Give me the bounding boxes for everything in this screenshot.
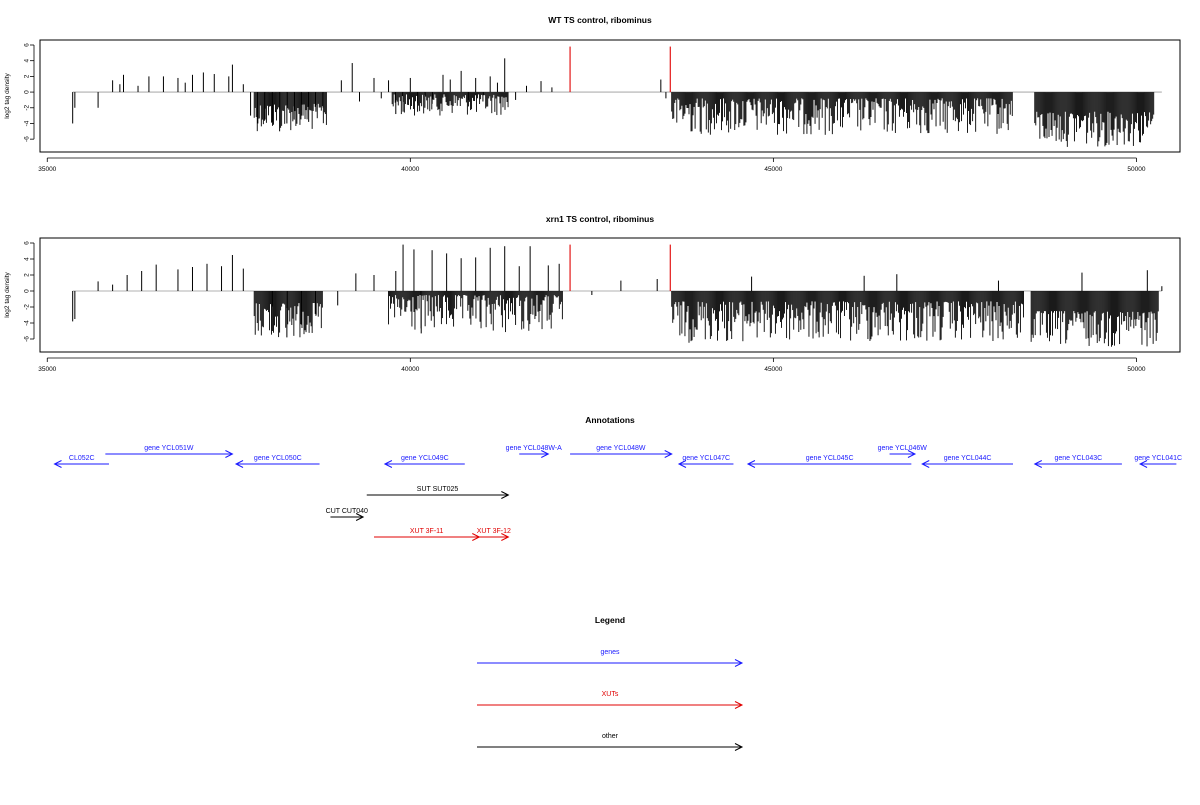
annotation-feature: gene YCL048W [570,445,673,458]
legend-item: other [477,733,744,751]
x-tick-label: 50000 [1127,166,1145,173]
feature-label: gene YCL048W-A [506,445,562,452]
legend-label: XUTs [602,691,619,698]
feature-label: gene YCL044C [944,455,992,462]
feature-arrowhead [1138,460,1148,468]
y-tick-label: 6 [24,241,31,245]
x-tick-label: 40000 [401,166,419,173]
feature-arrowhead [664,450,673,458]
feature-arrowhead [746,460,756,468]
x-tick-label: 50000 [1127,366,1145,373]
feature-arrowhead [677,460,687,468]
chart-title: WT TS control, ribominus [548,15,652,25]
feature-label: SUT SUT025 [417,486,459,493]
y-tick-label: 0 [24,90,31,94]
x-tick-label: 35000 [38,366,56,373]
feature-label: gene YCL050C [254,455,302,462]
wt-track-panel: WT TS control, ribominus 6 4 2 0 -2 -4 -6 log2 t… [4,15,1181,173]
feature-arrowhead [541,450,550,458]
feature-label: gene YCL043C [1054,455,1102,462]
y-tick-label: 2 [24,74,31,78]
annotation-feature: gene YCL049C [383,455,465,468]
y-tick-label: -2 [24,304,31,310]
feature-arrowhead [907,450,917,458]
y-tick-label: -6 [24,136,31,142]
feature-label: gene YCL041C [1134,455,1182,462]
y-axis-label: log2 tag density [4,271,11,317]
x-tick-label: 45000 [764,366,782,373]
y-tick-label: 0 [24,289,31,293]
chart-title: xrn1 TS control, ribominus [546,214,654,224]
y-axis-label: log2 tag density [4,72,11,118]
legend-arrowhead [734,743,744,751]
x-tick-label: 35000 [38,166,56,173]
legend-item: genes [477,649,744,667]
legend-panel: Legend genes XUTs other [477,615,744,751]
xrn1-track-panel: xrn1 TS control, ribominus 6 4 2 0 -2 -4 -6 log2… [4,214,1181,373]
y-tick-label: -4 [24,320,31,326]
legend-label: other [602,733,619,740]
feature-arrowhead [355,513,365,521]
feature-arrowhead [1033,460,1043,468]
feature-label: XUT 3F-11 [410,528,444,535]
feature-label: XUT 3F-12 [477,528,511,535]
annotation-feature: SUT SUT025 [366,486,510,499]
feature-arrowhead [921,460,930,468]
annotation-feature: gene YCL041C [1134,455,1182,468]
annotation-feature: gene YCL047C [677,455,734,468]
y-tick-label: 4 [24,59,31,63]
annotation-feature: CL052C [53,455,109,468]
x-tick-label: 40000 [401,366,419,373]
x-tick-label: 45000 [764,166,782,173]
feature-label: gene YCL047C [682,455,730,462]
feature-arrowhead [53,460,62,468]
feature-label: CUT CUT040 [326,508,368,515]
annotation-feature: XUT 3F-12 [477,528,511,541]
feature-arrowhead [234,460,244,468]
legend-title: Legend [595,615,625,625]
annotation-feature: gene YCL050C [234,455,320,468]
plot-frame [39,39,1181,153]
annotations-panel: Annotations CL052C gene YCL051W gene YCL050… [53,415,1182,541]
annotation-feature: gene YCL051W [105,445,234,458]
annotation-feature: gene YCL043C [1033,455,1122,468]
y-tick-label: -2 [24,104,31,110]
plot-frame [39,237,1181,353]
annotation-feature: gene YCL045C [746,455,912,468]
feature-arrowhead [501,491,510,499]
annotation-feature: gene YCL044C [921,455,1013,468]
annotations-title: Annotations [585,415,635,425]
feature-arrowhead [383,460,393,468]
feature-label: gene YCL051W [144,445,194,452]
annotation-feature: XUT 3F-11 [374,528,481,541]
feature-label: gene YCL049C [401,455,449,462]
y-tick-label: 4 [24,257,31,261]
feature-label: gene YCL048W [596,445,646,452]
y-tick-label: 6 [24,43,31,47]
legend-arrowhead [734,659,744,667]
y-tick-label: -4 [24,120,31,126]
feature-arrowhead [225,450,234,458]
legend-item: XUTs [477,691,744,709]
feature-label: CL052C [69,455,95,462]
annotation-feature: gene YCL046W [878,445,928,458]
feature-label: gene YCL046W [878,445,928,452]
annotation-feature: gene YCL048W-A [506,445,562,458]
annotation-feature: CUT CUT040 [326,508,368,521]
feature-label: gene YCL045C [806,455,854,462]
feature-arrowhead [501,533,510,541]
legend-label: genes [600,649,620,656]
legend-arrowhead [734,701,744,709]
y-tick-label: 2 [24,273,31,277]
y-tick-label: -6 [24,336,31,342]
